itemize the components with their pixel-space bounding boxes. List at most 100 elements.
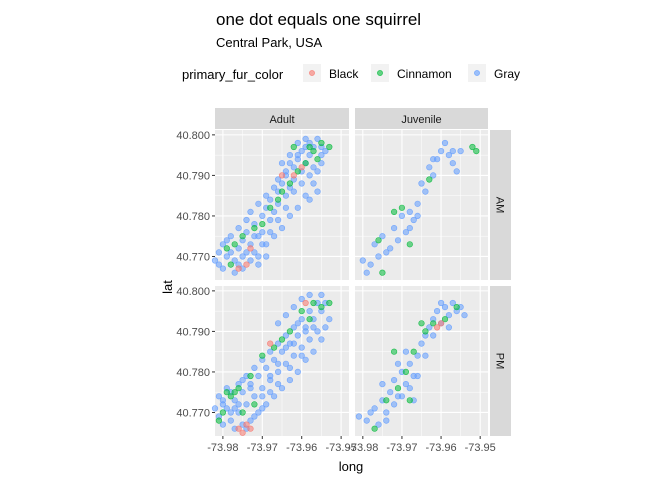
- data-point-gray: [282, 344, 290, 351]
- data-point-black: [267, 340, 274, 347]
- data-point-gray: [302, 135, 309, 142]
- data-point-cinnamon: [391, 208, 398, 215]
- data-point-black: [438, 320, 445, 327]
- data-point-gray: [402, 229, 410, 236]
- data-point-gray: [219, 421, 226, 428]
- data-point-cinnamon: [371, 425, 378, 432]
- data-point-cinnamon: [383, 397, 390, 404]
- data-point-gray: [426, 324, 433, 331]
- x-tick-label: -73.98: [347, 442, 378, 454]
- data-point-gray: [275, 368, 282, 376]
- data-point-gray: [215, 249, 222, 256]
- data-point-gray: [306, 196, 313, 203]
- data-point-gray: [223, 237, 230, 244]
- data-point-gray: [251, 249, 258, 256]
- data-point-gray: [227, 417, 234, 424]
- data-point-gray: [271, 184, 278, 191]
- data-point-gray: [414, 212, 421, 219]
- data-point-gray: [215, 393, 222, 400]
- data-point-gray: [310, 164, 317, 171]
- data-point-gray: [391, 225, 398, 232]
- facet-strip-am: [490, 130, 511, 280]
- data-point-gray: [449, 299, 456, 307]
- data-point-black: [278, 172, 286, 179]
- data-point-gray: [219, 241, 226, 248]
- data-point-gray: [322, 324, 329, 331]
- data-point-gray: [383, 249, 390, 256]
- data-point-gray: [286, 377, 294, 384]
- data-point-gray: [255, 261, 262, 268]
- data-point-gray: [278, 180, 286, 187]
- data-point-gray: [278, 385, 286, 392]
- data-point-gray: [294, 152, 301, 159]
- y-tick-label: 40.770: [176, 407, 210, 419]
- data-point-cinnamon: [294, 168, 301, 175]
- legend-title: primary_fur_color: [182, 67, 284, 82]
- data-point-gray: [318, 152, 325, 159]
- data-point-gray: [290, 164, 297, 171]
- data-point-gray: [219, 401, 226, 408]
- data-point-gray: [251, 364, 258, 372]
- data-point-gray: [282, 168, 290, 175]
- data-point-gray: [255, 200, 262, 207]
- data-point-gray: [282, 360, 290, 367]
- data-point-cinnamon: [278, 336, 286, 343]
- data-point-gray: [294, 139, 301, 147]
- data-point-gray: [239, 377, 246, 384]
- data-point-gray: [441, 304, 449, 311]
- facet-strip-juvenile: [355, 108, 488, 129]
- legend-marker-cinnamon: [377, 70, 383, 76]
- data-point-gray: [306, 291, 313, 299]
- data-point-gray: [290, 352, 297, 359]
- data-point-gray: [294, 204, 301, 211]
- data-point-gray: [247, 257, 254, 264]
- data-point-cinnamon: [418, 320, 425, 327]
- data-point-gray: [414, 372, 421, 380]
- data-point-cinnamon: [286, 180, 294, 187]
- data-point-gray: [231, 269, 238, 276]
- data-point-gray: [302, 192, 309, 199]
- data-point-gray: [394, 237, 402, 244]
- data-point-gray: [267, 348, 274, 355]
- data-point-gray: [223, 253, 230, 260]
- x-tick-label: -73.96: [286, 442, 317, 454]
- data-point-gray: [231, 397, 238, 404]
- data-point-gray: [375, 421, 382, 428]
- data-point-gray: [302, 356, 309, 363]
- data-point-gray: [271, 233, 278, 240]
- data-point-gray: [363, 269, 370, 276]
- data-point-cinnamon: [298, 308, 305, 315]
- data-point-gray: [302, 328, 309, 335]
- data-point-gray: [394, 360, 402, 367]
- data-point-cinnamon: [215, 417, 222, 424]
- data-point-cinnamon: [278, 188, 286, 195]
- data-point-cinnamon: [410, 348, 417, 355]
- legend-label-cinnamon: Cinnamon: [397, 67, 452, 81]
- data-point-gray: [387, 389, 394, 396]
- data-point-cinnamon: [223, 245, 230, 252]
- data-point-cinnamon: [402, 368, 410, 376]
- data-point-gray: [461, 312, 468, 319]
- facet-strip-label-adult: Adult: [269, 114, 294, 126]
- data-point-gray: [426, 164, 433, 171]
- data-point-gray: [267, 389, 274, 396]
- facet-strip-label-am: AM: [494, 197, 506, 214]
- data-point-gray: [239, 389, 246, 396]
- data-point-cinnamon: [306, 143, 313, 151]
- data-point-cinnamon: [318, 304, 325, 311]
- data-point-gray: [418, 180, 425, 187]
- data-point-cinnamon: [227, 261, 234, 268]
- data-point-gray: [255, 253, 262, 260]
- data-point-black: [235, 265, 242, 272]
- data-point-cinnamon: [473, 148, 480, 155]
- data-point-gray: [275, 216, 282, 224]
- data-point-gray: [398, 393, 406, 400]
- data-point-cinnamon: [310, 148, 317, 155]
- data-point-gray: [367, 261, 374, 268]
- y-tick-label: 40.780: [176, 211, 210, 223]
- data-point-cinnamon: [469, 143, 476, 151]
- data-point-gray: [306, 308, 313, 315]
- data-point-black: [239, 429, 246, 436]
- data-point-gray: [310, 324, 317, 331]
